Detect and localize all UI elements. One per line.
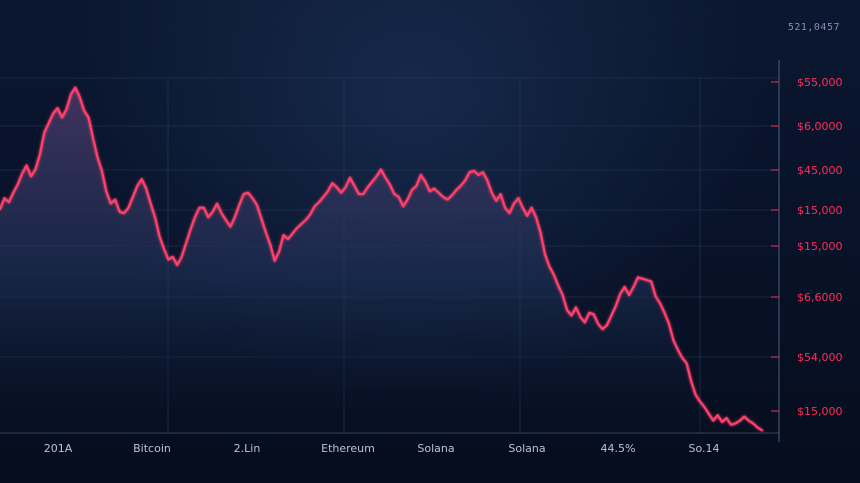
y-tick-label-7: $54,000 [797,351,843,364]
x-tick-label-3: 2.Lin [234,442,261,455]
price-readout: 521,0457 [787,22,840,33]
y-tick-label-8: $15,000 [797,405,843,418]
x-tick-label-8: So.14 [688,442,719,455]
y-tick-label-1: $55,000 [797,76,843,89]
area-layer [0,87,762,433]
x-tick-label-2: Bitcoin [133,442,171,455]
price-area [0,87,762,433]
price-line [0,86,764,432]
y-tick-label-3: $45,000 [797,164,843,177]
label-layer: $55,000 $6,0000 $45,000 $15,000 $15,000 $6,60… [44,76,843,455]
x-tick-label-1: 201A [44,442,73,455]
x-tick-label-7: 44.5% [601,442,636,455]
x-tick-label-5: Solana [417,442,454,455]
y-tick-label-4: $15,000 [797,204,843,217]
axis-layer [0,60,780,442]
x-tick-label-4: Ethereum [321,442,375,455]
line-layer [0,86,764,432]
y-tick-label-2: $6,0000 [797,120,843,133]
y-tick-label-6: $6,6000 [797,291,843,304]
x-tick-label-6: Solana [508,442,545,455]
y-tick-label-5: $15,000 [797,240,843,253]
